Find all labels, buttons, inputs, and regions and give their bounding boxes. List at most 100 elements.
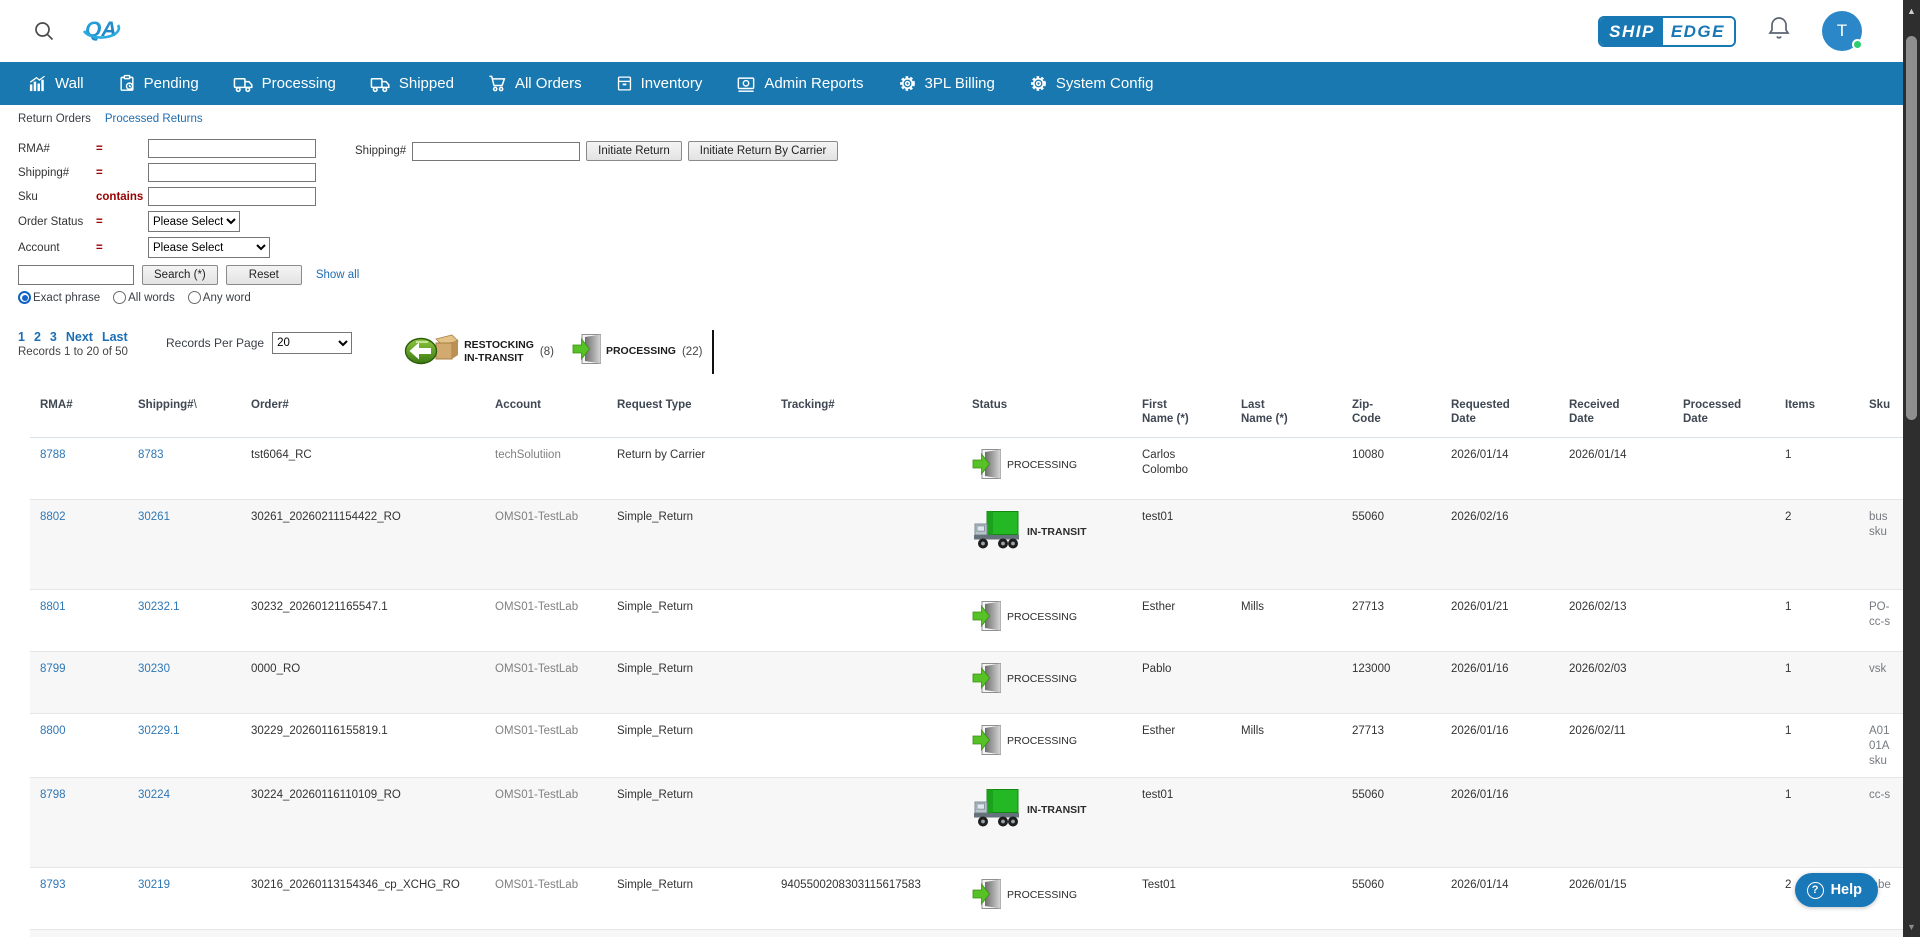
initiate-shipping-input[interactable] bbox=[412, 141, 581, 161]
column-header-tracking[interactable]: Tracking# bbox=[771, 394, 962, 438]
nav-item-label: Pending bbox=[143, 75, 199, 92]
page-link-2[interactable]: 2 bbox=[33, 330, 41, 344]
shipping-link[interactable]: 30219 bbox=[138, 878, 170, 891]
cart-icon bbox=[488, 74, 507, 93]
cell-order: 30224_20260116110109_RO bbox=[241, 777, 485, 868]
cell-order: 30216_20260113154346_cp_RO bbox=[241, 929, 485, 937]
legend-item-processing[interactable]: PROCESSING (22) bbox=[572, 333, 702, 370]
notifications-bell-icon[interactable] bbox=[1766, 15, 1792, 47]
nav-item-all-orders[interactable]: All Orders bbox=[474, 62, 596, 105]
rma-link[interactable]: 8798 bbox=[40, 788, 66, 801]
nav-item-label: Processing bbox=[261, 75, 336, 92]
radio-exact-phrase[interactable]: Exact phrase bbox=[18, 291, 100, 304]
column-header-requested[interactable]: Requested Date bbox=[1441, 394, 1559, 438]
column-header-first[interactable]: First Name (*) bbox=[1132, 394, 1231, 438]
shipping-link[interactable]: 30232.1 bbox=[138, 600, 180, 613]
column-header-account[interactable]: Account bbox=[485, 394, 607, 438]
rma-link[interactable]: 8788 bbox=[40, 448, 66, 461]
cell-items: 1 bbox=[1775, 777, 1859, 868]
nav-item-wall[interactable]: Wall bbox=[14, 62, 98, 105]
page-link-3[interactable]: 3 bbox=[49, 330, 57, 344]
records-per-page-select[interactable]: 20 bbox=[272, 332, 353, 354]
initiate-return-by-carrier-button[interactable]: Initiate Return By Carrier bbox=[687, 141, 839, 161]
filter-label: RMA# bbox=[18, 142, 50, 155]
cell-request-type: Simple_Return bbox=[607, 867, 771, 930]
tab-processed-returns[interactable]: Processed Returns bbox=[104, 113, 203, 125]
filter-order-status-select[interactable]: Please Select bbox=[148, 211, 240, 232]
tab-return-orders[interactable]: Return Orders bbox=[18, 113, 91, 125]
search-icon[interactable] bbox=[32, 19, 56, 43]
scrollbar-thumb[interactable] bbox=[1906, 36, 1917, 420]
user-avatar[interactable]: T bbox=[1822, 11, 1863, 51]
cell-zip: 10080 bbox=[1342, 437, 1441, 500]
nav-item-pending[interactable]: Pending bbox=[104, 62, 213, 105]
shipedge-logo[interactable]: SHIP EDGE bbox=[1598, 15, 1736, 47]
reset-button[interactable]: Reset bbox=[225, 265, 302, 285]
column-header-order[interactable]: Order# bbox=[241, 394, 485, 438]
rma-link[interactable]: 8799 bbox=[40, 662, 66, 675]
filter-shipping-input[interactable] bbox=[148, 163, 316, 182]
column-header-received[interactable]: Received Date bbox=[1559, 394, 1673, 438]
filter-operator: contains bbox=[96, 190, 144, 203]
column-header-processed[interactable]: Processed Date bbox=[1673, 394, 1775, 438]
table-header: RMA# Shipping#\ Order# Account Request Type T… bbox=[30, 394, 1915, 438]
cell-rma: 8800 bbox=[30, 713, 128, 778]
column-header-zip[interactable]: Zip- Code bbox=[1342, 394, 1441, 438]
rma-link[interactable]: 8800 bbox=[40, 724, 66, 737]
page-link-last[interactable]: Last bbox=[101, 330, 128, 344]
nav-item-inventory[interactable]: Inventory bbox=[602, 62, 717, 105]
cell-last-name bbox=[1231, 777, 1342, 868]
rma-link[interactable]: 8802 bbox=[40, 510, 66, 523]
status-label: PROCESSING bbox=[1007, 673, 1078, 686]
shipping-link[interactable]: 30224 bbox=[138, 788, 170, 801]
table-row: 87903021830216_20260113154346_cp_ROOMS01… bbox=[30, 929, 1915, 937]
qa-logo[interactable]: QA bbox=[78, 11, 124, 52]
help-button[interactable]: ? Help bbox=[1794, 873, 1878, 907]
nav-item-system-config[interactable]: System Config bbox=[1015, 62, 1168, 105]
filter-sku-input[interactable] bbox=[148, 187, 316, 206]
search-button[interactable]: Search (*) bbox=[142, 265, 218, 285]
cell-received-date bbox=[1559, 929, 1673, 937]
page-link-next[interactable]: Next bbox=[65, 330, 93, 344]
cell-rma: 8802 bbox=[30, 499, 128, 590]
vertical-scrollbar[interactable]: ▲ ▼ bbox=[1903, 0, 1920, 937]
column-header-last[interactable]: Last Name (*) bbox=[1231, 394, 1342, 438]
nav-item-label: Admin Reports bbox=[764, 75, 864, 92]
nav-item-3pl-billing[interactable]: 3PL Billing bbox=[884, 62, 1009, 105]
cell-items: 2 bbox=[1775, 499, 1859, 590]
nav-item-processing[interactable]: Processing bbox=[219, 62, 350, 105]
cell-rma: 8798 bbox=[30, 777, 128, 868]
shipping-link[interactable]: 30230 bbox=[138, 662, 170, 675]
processing-door-icon bbox=[972, 878, 1002, 915]
cell-request-type: Simple_Return bbox=[607, 499, 771, 590]
scrollbar-up-arrow[interactable]: ▲ bbox=[1907, 6, 1916, 16]
scrollbar-down-arrow[interactable]: ▼ bbox=[1907, 922, 1916, 932]
column-header-rma[interactable]: RMA# bbox=[30, 394, 128, 438]
radio-any-word[interactable]: Any word bbox=[187, 291, 251, 304]
rma-link[interactable]: 8793 bbox=[40, 878, 66, 891]
status-cell: PROCESSING bbox=[972, 878, 1124, 915]
processing-door-icon bbox=[972, 448, 1002, 485]
processing-door-icon bbox=[972, 600, 1002, 637]
nav-item-admin-reports[interactable]: Admin Reports bbox=[722, 62, 877, 105]
nav-item-shipped[interactable]: Shipped bbox=[356, 62, 468, 105]
table-row: 8788 8783 tst6064_RC techSolutiion Return by… bbox=[30, 437, 1915, 500]
page-link-1[interactable]: 1 bbox=[18, 330, 25, 344]
column-header-request[interactable]: Request Type bbox=[607, 394, 771, 438]
rma-link[interactable]: 8801 bbox=[40, 600, 66, 613]
filter-rma-input[interactable] bbox=[148, 139, 316, 158]
cell-shipping: 30219 bbox=[128, 867, 241, 930]
filter-account-select[interactable]: Please Select bbox=[148, 237, 270, 258]
legend-item-restocking-in-transit[interactable]: RESTOCKING IN-TRANSIT (8) bbox=[404, 330, 554, 373]
column-header-status[interactable]: Status bbox=[962, 394, 1132, 438]
show-all-link[interactable]: Show all bbox=[315, 269, 360, 281]
shipping-link[interactable]: 8783 bbox=[138, 448, 164, 461]
shipping-link[interactable]: 30229.1 bbox=[138, 724, 180, 737]
column-header-items[interactable]: Items bbox=[1775, 394, 1859, 438]
keyword-search-input[interactable] bbox=[18, 265, 134, 285]
shipping-link[interactable]: 30261 bbox=[138, 510, 170, 523]
radio-all-words[interactable]: All words bbox=[113, 291, 175, 304]
column-header-shipping[interactable]: Shipping#\ bbox=[128, 394, 241, 438]
cell-zip: 55060 bbox=[1342, 929, 1441, 937]
initiate-return-button[interactable]: Initiate Return bbox=[586, 141, 682, 161]
